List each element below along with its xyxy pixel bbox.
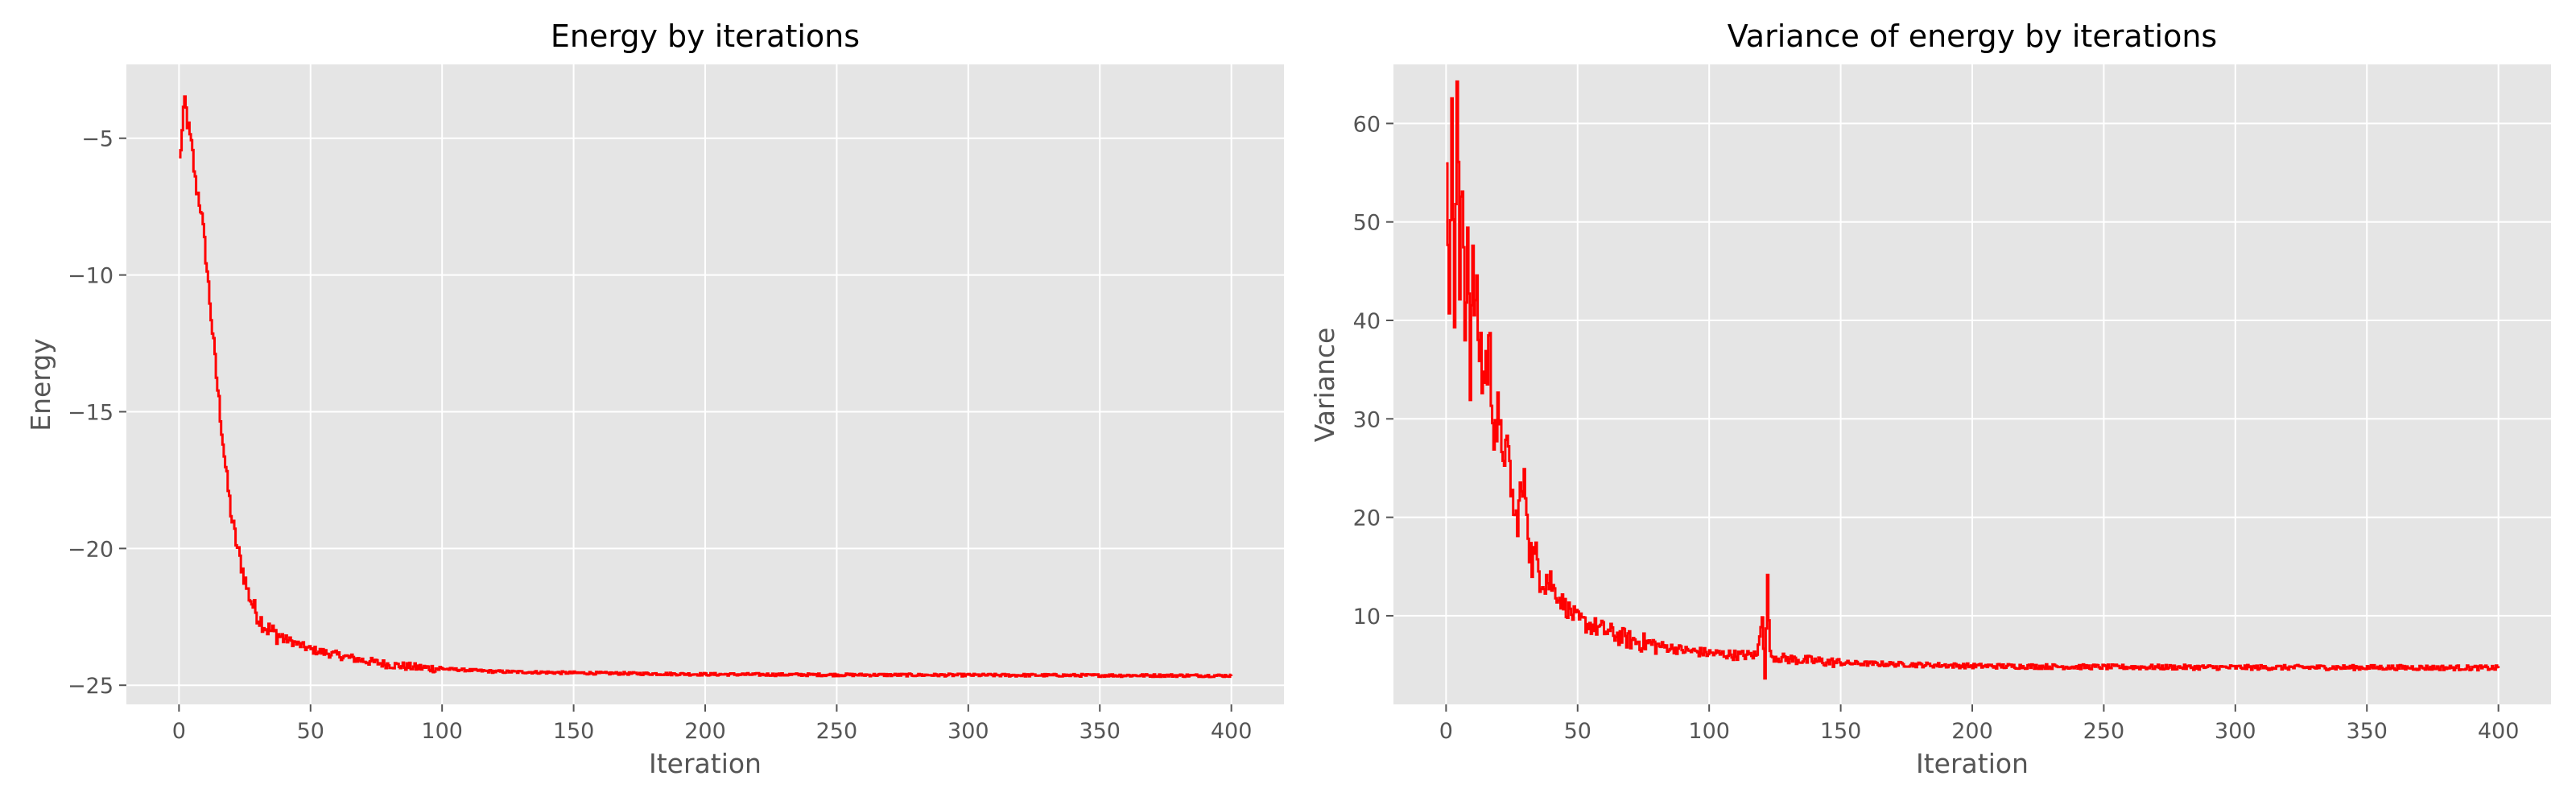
energy-x-tick-label: 300 bbox=[947, 719, 989, 744]
variance-xticks: 0 50 100 150 200 250 300 350 400 bbox=[1439, 704, 2520, 744]
variance-x-tick-label: 100 bbox=[1688, 719, 1730, 744]
energy-y-tick-label: −25 bbox=[68, 674, 114, 699]
variance-x-tick-label: 0 bbox=[1439, 719, 1453, 744]
energy-yticks: −25 −20 −15 −10 −5 bbox=[68, 127, 126, 699]
variance-x-tick-label: 350 bbox=[2346, 719, 2388, 744]
variance-grid bbox=[1393, 64, 2551, 704]
energy-x-tick-label: 350 bbox=[1079, 719, 1121, 744]
energy-x-tick-label: 250 bbox=[816, 719, 858, 744]
variance-y-tick-label: 40 bbox=[1353, 309, 1381, 334]
variance-x-tick-label: 50 bbox=[1564, 719, 1591, 744]
energy-chart-title: Energy by iterations bbox=[551, 19, 860, 54]
variance-y-tick-label: 10 bbox=[1353, 605, 1381, 630]
energy-x-tick-label: 400 bbox=[1211, 719, 1253, 744]
variance-x-tick-label: 250 bbox=[2083, 719, 2125, 744]
variance-yticks: 10 20 30 40 50 60 bbox=[1353, 112, 1393, 630]
energy-y-axis-label: Energy bbox=[25, 338, 56, 431]
energy-xticks: 0 50 100 150 200 250 300 350 400 bbox=[172, 704, 1253, 744]
energy-line bbox=[179, 95, 1233, 679]
variance-y-tick-label: 60 bbox=[1353, 112, 1381, 137]
energy-x-tick-label: 200 bbox=[684, 719, 726, 744]
variance-y-tick-label: 30 bbox=[1353, 407, 1381, 432]
variance-x-tick-label: 300 bbox=[2215, 719, 2256, 744]
energy-x-axis-label: Iteration bbox=[649, 748, 762, 779]
variance-y-axis-label: Variance bbox=[1309, 328, 1340, 443]
energy-y-tick-label: −5 bbox=[81, 127, 114, 152]
variance-y-tick-label: 50 bbox=[1353, 211, 1381, 236]
variance-x-axis-label: Iteration bbox=[1916, 748, 2029, 779]
energy-x-tick-label: 0 bbox=[172, 719, 186, 744]
variance-x-tick-label: 400 bbox=[2478, 719, 2520, 744]
variance-chart: 0 50 100 150 200 250 300 350 400 10 20 30 40 50 60 Va… bbox=[1309, 19, 2551, 779]
energy-y-tick-label: −15 bbox=[68, 400, 114, 425]
energy-x-tick-label: 150 bbox=[553, 719, 595, 744]
variance-chart-title: Variance of energy by iterations bbox=[1728, 19, 2217, 54]
variance-line bbox=[1446, 80, 2500, 680]
variance-x-tick-label: 150 bbox=[1820, 719, 1862, 744]
energy-x-tick-label: 100 bbox=[421, 719, 463, 744]
energy-y-tick-label: −20 bbox=[68, 537, 114, 562]
energy-grid bbox=[126, 64, 1284, 704]
energy-chart: 0 50 100 150 200 250 300 350 400 −25−20−15−10−5 … bbox=[25, 19, 1284, 779]
variance-y-tick-label: 20 bbox=[1353, 506, 1381, 531]
variance-x-tick-label: 200 bbox=[1951, 719, 1993, 744]
energy-x-tick-label: 50 bbox=[297, 719, 324, 744]
energy-y-tick-label: −10 bbox=[68, 264, 114, 289]
